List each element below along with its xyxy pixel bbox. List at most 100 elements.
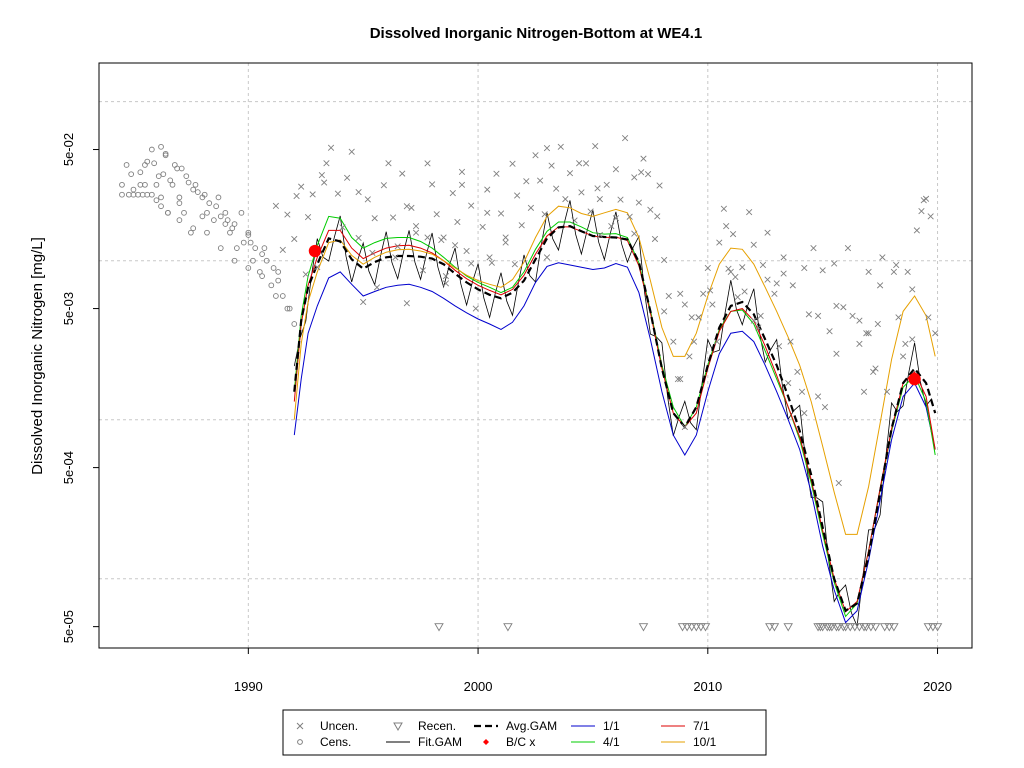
point-uncen (840, 304, 847, 311)
point-uncen (932, 330, 939, 337)
point-uncen (856, 317, 863, 324)
point-uncen (681, 301, 688, 308)
legend-label-fit: Fit.GAM (418, 735, 462, 749)
point-uncen (511, 261, 518, 268)
series-line-avg (293, 224, 937, 613)
point-cens (245, 229, 252, 236)
legend-marker-uncen (296, 722, 304, 730)
point-uncen (720, 205, 728, 212)
point-uncen (640, 155, 647, 162)
point-recen (700, 623, 711, 632)
point-cens (181, 209, 187, 216)
point-uncen (309, 191, 316, 198)
point-cens (158, 194, 164, 201)
point-uncen (856, 340, 863, 347)
point-uncen (451, 242, 459, 249)
point-cens (227, 229, 233, 236)
point-uncen (541, 211, 548, 218)
point-recen (928, 623, 938, 632)
point-cens (142, 181, 148, 188)
point-uncen (635, 199, 643, 206)
point-uncen (794, 368, 801, 375)
point-uncen (895, 314, 902, 321)
point-cens (162, 152, 169, 159)
point-uncen (656, 182, 663, 189)
point-recen (827, 623, 837, 632)
point-uncen (369, 249, 376, 256)
point-cens (263, 257, 270, 264)
point-uncen (608, 222, 615, 230)
point-uncen (493, 170, 500, 177)
point-recen (503, 623, 513, 632)
point-uncen (801, 410, 808, 417)
point-uncen (759, 261, 767, 269)
point-uncen (741, 288, 748, 295)
point-uncen (713, 338, 721, 345)
point-cens (169, 181, 176, 188)
point-cens (153, 197, 160, 204)
fit-gam-line (293, 200, 933, 628)
point-uncen (479, 223, 486, 231)
point-uncen (454, 218, 461, 226)
point-uncen (327, 144, 335, 151)
chart-title: Dissolved Inorganic Nitrogen-Bottom at W… (370, 25, 703, 42)
point-cens (291, 321, 298, 327)
point-uncen (488, 259, 495, 266)
y-axis-label: Dissolved Inorganic Nitrogen [mg/L] (29, 237, 46, 475)
point-uncen (755, 324, 762, 331)
point-uncen (893, 261, 900, 269)
point-cens (275, 277, 282, 284)
point-uncen (631, 174, 638, 181)
point-uncen (578, 189, 585, 196)
point-uncen (532, 152, 539, 159)
point-uncen (918, 207, 925, 215)
point-bc (908, 372, 921, 386)
point-uncen (904, 268, 911, 276)
point-uncen (913, 227, 920, 234)
point-cens (199, 213, 206, 220)
point-cens (270, 265, 277, 271)
point-cens (284, 305, 291, 312)
x-tick-label: 2010 (693, 679, 722, 694)
point-cens (126, 191, 132, 198)
point-recen (638, 623, 649, 632)
point-cens (229, 225, 236, 232)
point-uncen (787, 338, 794, 345)
point-cens (148, 191, 155, 198)
point-uncen (833, 350, 840, 357)
point-uncen (798, 388, 806, 395)
point-uncen (909, 336, 916, 343)
point-cens (130, 191, 137, 198)
point-uncen (484, 186, 491, 193)
point-uncen (727, 268, 734, 276)
point-uncen (553, 185, 560, 192)
point-recen (866, 623, 876, 632)
legend-label-s1: 1/1 (603, 719, 620, 733)
point-uncen (775, 343, 783, 350)
point-cens (144, 158, 151, 165)
legend-label-s4: 4/1 (603, 735, 620, 749)
point-recen (879, 623, 890, 632)
point-recen (686, 623, 697, 632)
point-uncen (704, 264, 711, 272)
point-uncen (399, 170, 406, 177)
point-cens (165, 209, 171, 216)
point-uncen (486, 254, 493, 261)
plot-frame (98, 62, 973, 649)
point-uncen (785, 379, 792, 387)
series-line-s10 (293, 205, 936, 535)
point-uncen (603, 181, 610, 188)
point-uncen (442, 272, 450, 280)
point-cens (178, 165, 185, 172)
series-line-s4 (293, 215, 936, 618)
point-uncen (771, 290, 778, 297)
grid-lines (99, 63, 972, 648)
point-uncen (814, 312, 822, 319)
point-uncen (706, 287, 714, 294)
point-uncen (562, 195, 569, 203)
point-uncen (594, 185, 601, 192)
point-cens (261, 245, 268, 251)
point-uncen (814, 393, 822, 400)
point-cens (128, 171, 135, 178)
y-axis: 5e-05 5e-04 5e-03 5e-02 (61, 133, 99, 643)
